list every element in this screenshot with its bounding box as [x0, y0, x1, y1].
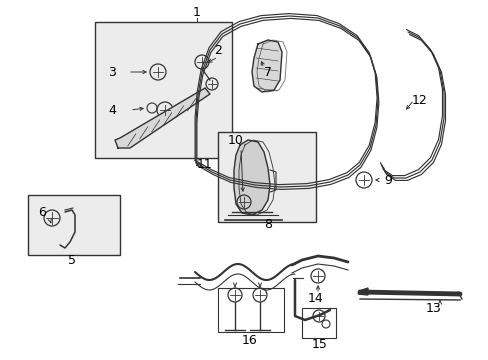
Polygon shape [234, 140, 269, 215]
Text: 13: 13 [425, 302, 441, 315]
Text: 6: 6 [38, 206, 46, 219]
Text: 7: 7 [264, 66, 271, 78]
Text: 10: 10 [227, 134, 244, 147]
Bar [218, 288, 284, 332]
Polygon shape [357, 288, 367, 295]
Bar [95, 22, 231, 158]
Text: 11: 11 [197, 158, 212, 171]
Text: 14: 14 [307, 292, 323, 305]
Text: 8: 8 [264, 219, 271, 231]
Text: 12: 12 [411, 94, 427, 107]
Bar [302, 308, 335, 338]
Bar [28, 195, 120, 255]
Text: 4: 4 [108, 104, 116, 117]
Text: 16: 16 [242, 333, 257, 346]
Polygon shape [115, 88, 209, 148]
Text: 15: 15 [311, 338, 327, 351]
Polygon shape [251, 40, 282, 92]
Text: 2: 2 [214, 44, 222, 57]
Text: 1: 1 [193, 6, 201, 19]
Text: 3: 3 [108, 66, 116, 78]
Bar [218, 132, 315, 222]
Text: 9: 9 [383, 174, 391, 186]
Text: 5: 5 [68, 253, 76, 266]
